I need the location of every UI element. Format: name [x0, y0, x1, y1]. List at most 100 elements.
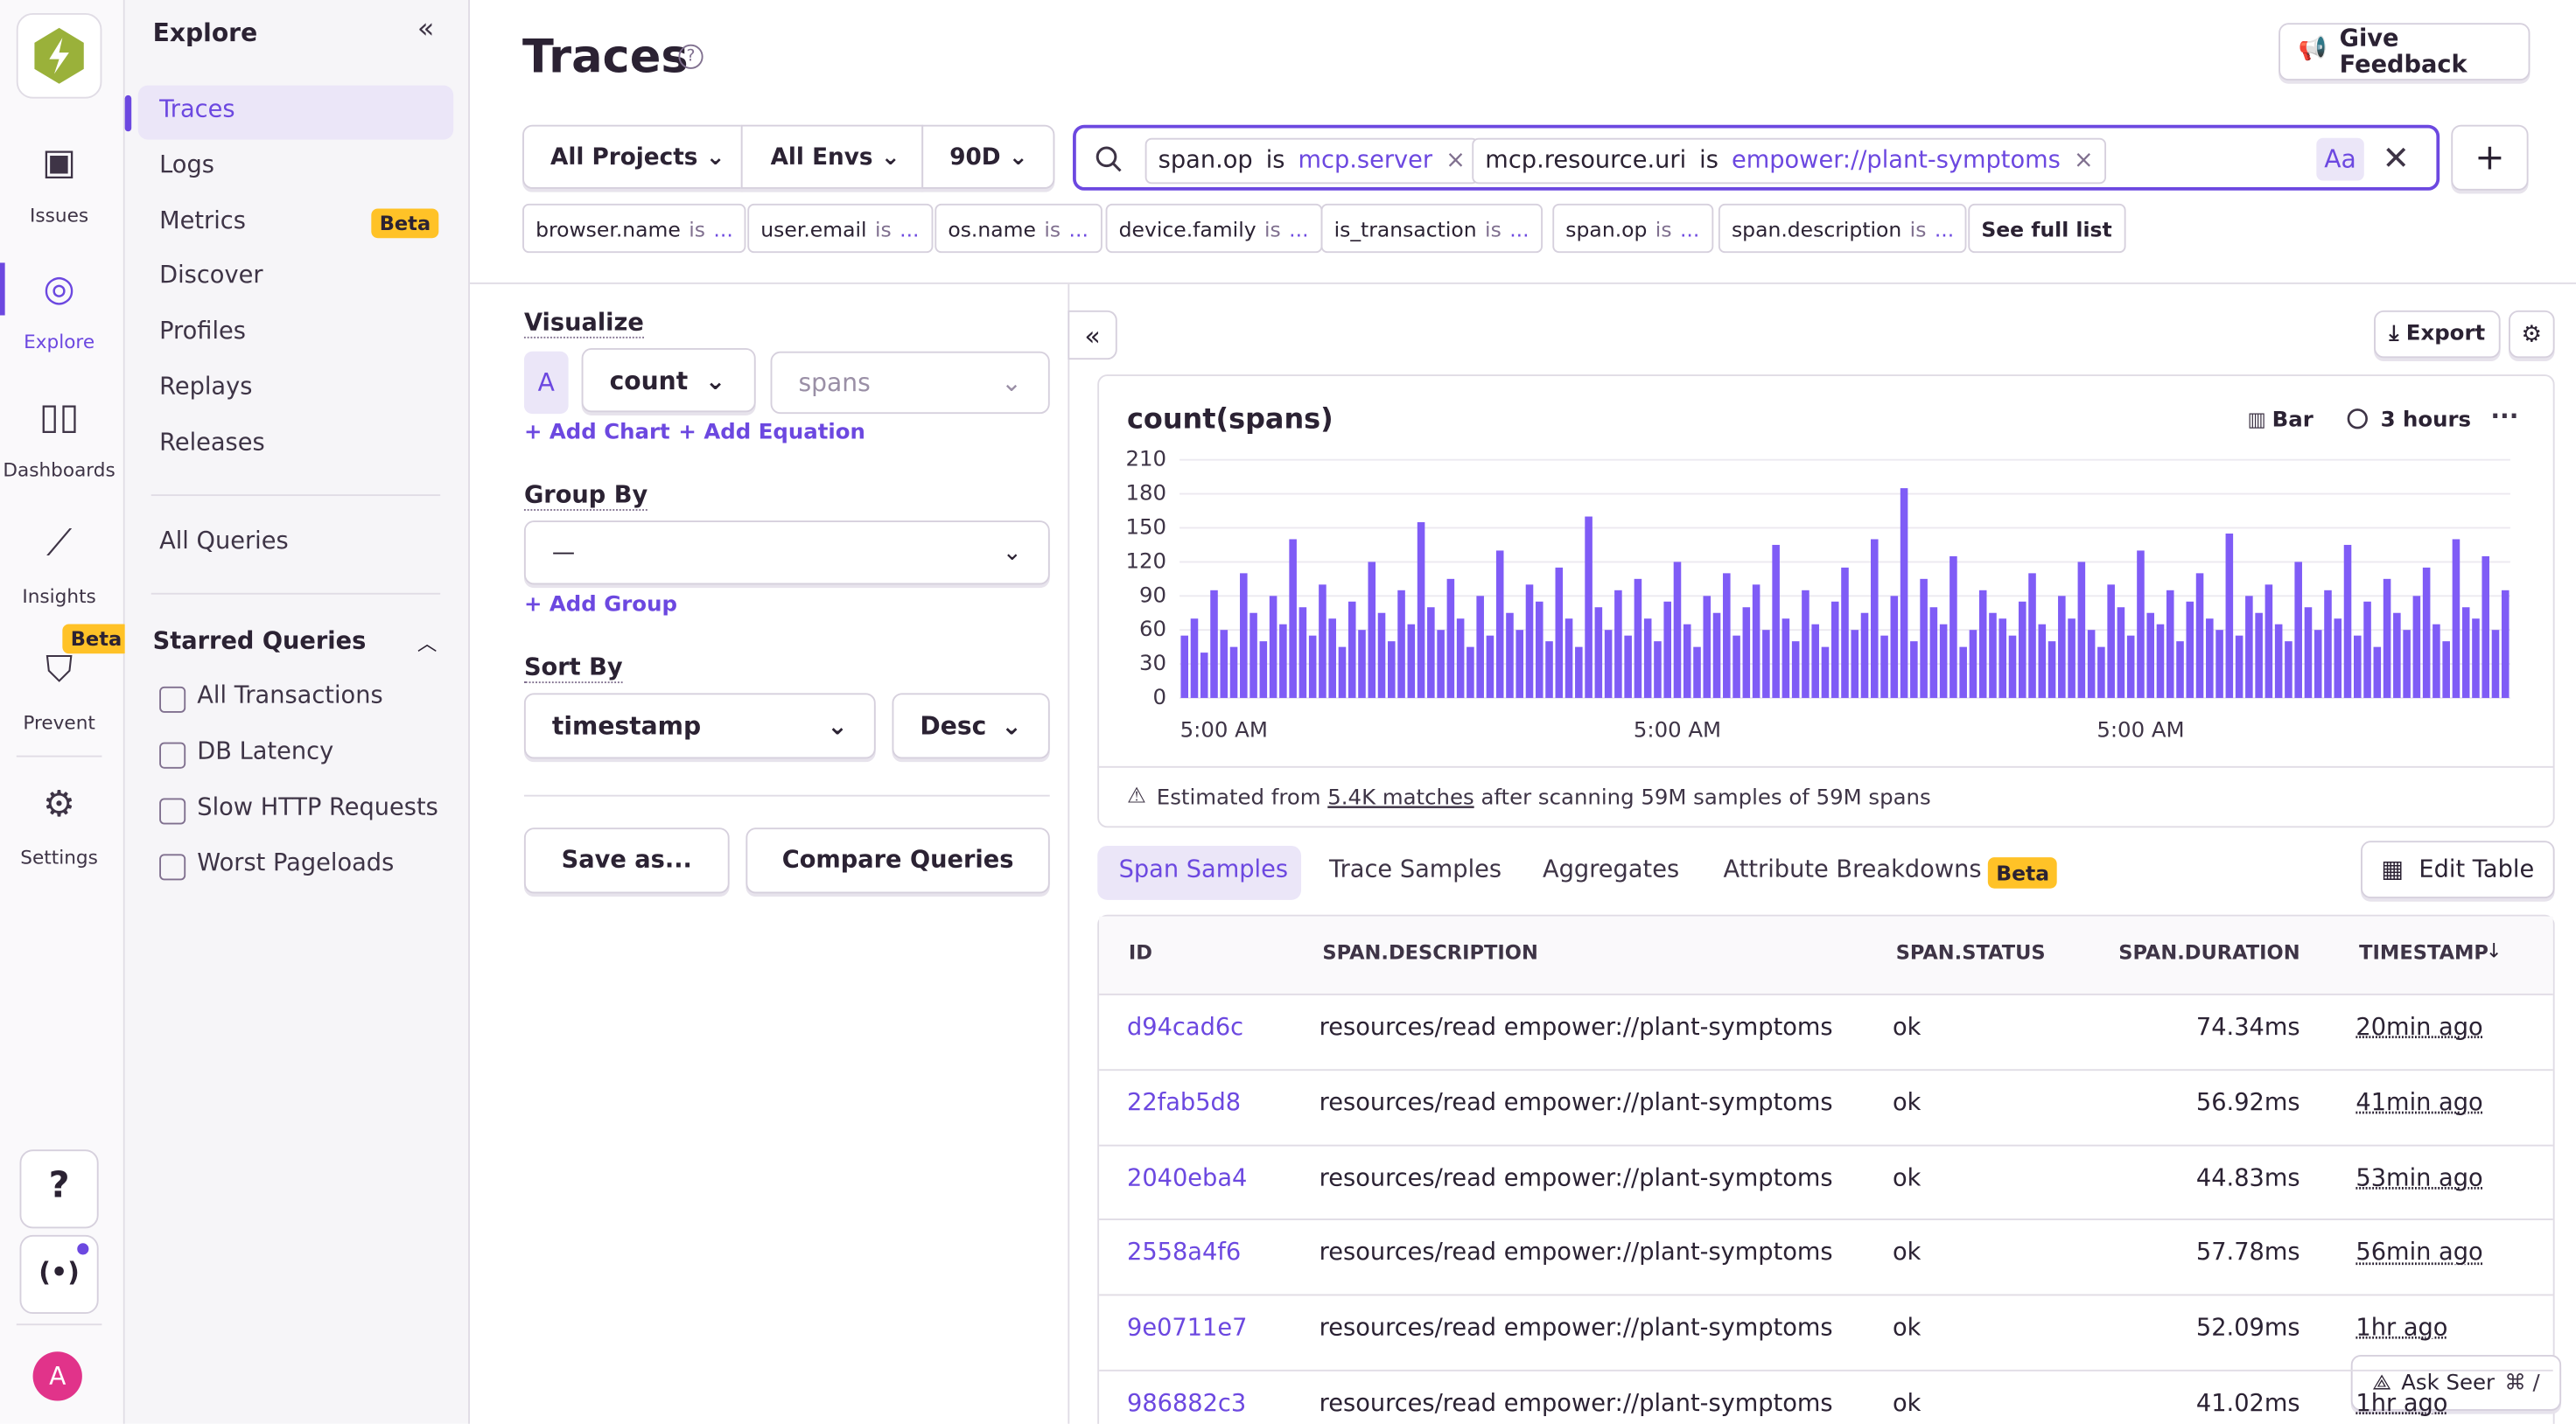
aggregate-select[interactable]: count ⌄ — [582, 348, 756, 412]
more-button[interactable]: ··· — [2490, 401, 2518, 430]
interval[interactable]: 3 hours — [2381, 407, 2472, 432]
env-select[interactable]: All Envs ⌄ — [741, 125, 923, 189]
menu-item[interactable]: All Queries — [159, 529, 289, 555]
cell: 57.78ms — [2196, 1240, 2300, 1267]
suggestion-chip[interactable]: span.descriptionis... — [1718, 204, 1967, 253]
nav-icon: ⛉ — [0, 651, 118, 692]
nav-label[interactable]: Issues — [0, 204, 118, 227]
starred-item[interactable]: All Transactions — [197, 683, 382, 709]
menu-item[interactable]: Metrics — [159, 208, 246, 234]
menu-item[interactable]: Discover — [159, 263, 262, 290]
chart-type[interactable]: Bar — [2272, 407, 2314, 432]
column-header[interactable]: TIMESTAMP — [2359, 941, 2488, 964]
clear-button[interactable]: ✕ — [2382, 138, 2409, 178]
avatar[interactable]: A — [33, 1351, 82, 1400]
label: Desc — [920, 711, 986, 741]
beta-badge: Beta — [1988, 857, 2058, 889]
add-equation[interactable]: + Add Equation — [678, 421, 864, 445]
nav-label[interactable]: Settings — [0, 846, 118, 869]
bar — [1792, 641, 1800, 698]
add-button[interactable]: + — [2451, 125, 2528, 191]
filter-token[interactable]: mcp.resource.uriisempower://plant-sympto… — [1472, 138, 2106, 185]
collapse-button[interactable]: « — [417, 13, 435, 46]
prevent-badge: Beta — [62, 624, 130, 653]
starred-item[interactable]: DB Latency — [197, 739, 333, 765]
save-button[interactable]: Save as... — [524, 827, 730, 893]
tab[interactable]: Trace Samples — [1329, 857, 1502, 883]
cell[interactable]: 22fab5d8 — [1127, 1090, 1241, 1116]
menu-item[interactable]: Replays — [159, 374, 252, 401]
y-tick-label: 180 — [1125, 480, 1166, 506]
tab[interactable]: Aggregates — [1543, 857, 1679, 883]
bar — [1703, 596, 1711, 698]
cell: 74.34ms — [2196, 1015, 2300, 1041]
cell[interactable]: 986882c3 — [1127, 1391, 1246, 1417]
field-select[interactable]: spans⌄ — [771, 352, 1050, 414]
bar — [1526, 584, 1534, 698]
group-select[interactable]: —⌄ — [524, 520, 1050, 584]
tab[interactable]: Attribute Breakdowns — [1724, 857, 1982, 883]
edit-table-button[interactable]: ▦ Edit Table — [2361, 841, 2555, 898]
help-button[interactable]: ? — [20, 1149, 99, 1228]
suggestion-chip[interactable]: is_transactionis... — [1321, 204, 1543, 253]
cell: resources/read empower://plant-symptoms — [1320, 1240, 1833, 1267]
y-tick-label: 90 — [1139, 582, 1166, 607]
cell: 1hr ago — [2356, 1391, 2447, 1417]
settings-button[interactable]: ⚙ — [2509, 311, 2555, 358]
see-full-list[interactable]: See full list — [1968, 204, 2124, 253]
nav-icon: ◎ — [0, 269, 118, 311]
note-link[interactable]: 5.4K matches — [1327, 784, 1474, 809]
note-prefix: Estimated from — [1157, 784, 1321, 809]
cell[interactable]: d94cad6c — [1127, 1015, 1243, 1041]
cell[interactable]: 2040eba4 — [1127, 1165, 1247, 1191]
suggestion-chip[interactable]: browser.nameis... — [522, 204, 746, 253]
sort-order-select[interactable]: Desc⌄ — [892, 693, 1050, 758]
column-header[interactable]: SPAN.STATUS — [1896, 941, 2046, 964]
filter-token[interactable]: span.opismcp.server× — [1145, 138, 1479, 185]
x-tick-label: 5:00 AM — [1180, 717, 1268, 743]
help-icon[interactable]: ? — [678, 45, 703, 69]
menu-item[interactable]: Logs — [159, 152, 214, 178]
project-select[interactable]: All Projects ⌄ — [522, 125, 743, 189]
cell[interactable]: 9e0711e7 — [1127, 1316, 1247, 1342]
case-toggle[interactable]: Aa — [2316, 138, 2363, 181]
chip-key: user.email — [760, 216, 866, 241]
logo[interactable] — [17, 13, 102, 99]
y-tick-label: 210 — [1125, 446, 1166, 471]
add-group[interactable]: + Add Group — [524, 593, 677, 618]
remove-token[interactable]: × — [1446, 148, 1466, 174]
suggestion-chip[interactable]: device.familyis... — [1106, 204, 1322, 253]
starred-item[interactable]: Slow HTTP Requests — [197, 795, 438, 821]
nav-label[interactable]: Insights — [0, 584, 118, 607]
period-select[interactable]: 90D ⌄ — [921, 125, 1054, 189]
menu-item[interactable]: Profiles — [159, 319, 246, 346]
column-header[interactable]: SPAN.DESCRIPTION — [1322, 941, 1537, 964]
nav-label[interactable]: Prevent — [0, 711, 118, 734]
column-header[interactable]: SPAN.DURATION — [2118, 941, 2300, 964]
caret[interactable]: ︿ — [417, 629, 438, 657]
export-button[interactable]: ⤓ Export — [2374, 311, 2501, 358]
add-chart[interactable]: + Add Chart — [524, 421, 670, 445]
menu-item[interactable]: Releases — [159, 430, 265, 457]
label: All Envs — [771, 143, 873, 170]
chip-key: span.op — [1565, 216, 1647, 241]
column-header[interactable]: ID — [1129, 941, 1152, 964]
suggestion-chip[interactable]: os.nameis... — [934, 204, 1102, 253]
suggestion-chip[interactable]: user.emailis... — [747, 204, 932, 253]
bar — [1891, 596, 1899, 698]
compare-button[interactable]: Compare Queries — [746, 827, 1049, 893]
sort-field-select[interactable]: timestamp⌄ — [524, 693, 876, 758]
collapse-button[interactable]: « — [1068, 311, 1116, 359]
bar — [1663, 602, 1671, 698]
sort-arrow[interactable]: ↓ — [2486, 939, 2502, 962]
nav-label[interactable]: Dashboards — [0, 458, 118, 481]
nav-label[interactable]: Explore — [0, 330, 118, 353]
starred-item[interactable]: Worst Pageloads — [197, 851, 394, 877]
menu-item[interactable]: Traces — [159, 97, 234, 123]
cell[interactable]: 2558a4f6 — [1127, 1240, 1241, 1267]
tab[interactable]: Span Samples — [1119, 857, 1288, 883]
token-op: is — [1699, 148, 1718, 174]
remove-token[interactable]: × — [2074, 148, 2094, 174]
suggestion-chip[interactable]: span.opis... — [1552, 204, 1712, 253]
